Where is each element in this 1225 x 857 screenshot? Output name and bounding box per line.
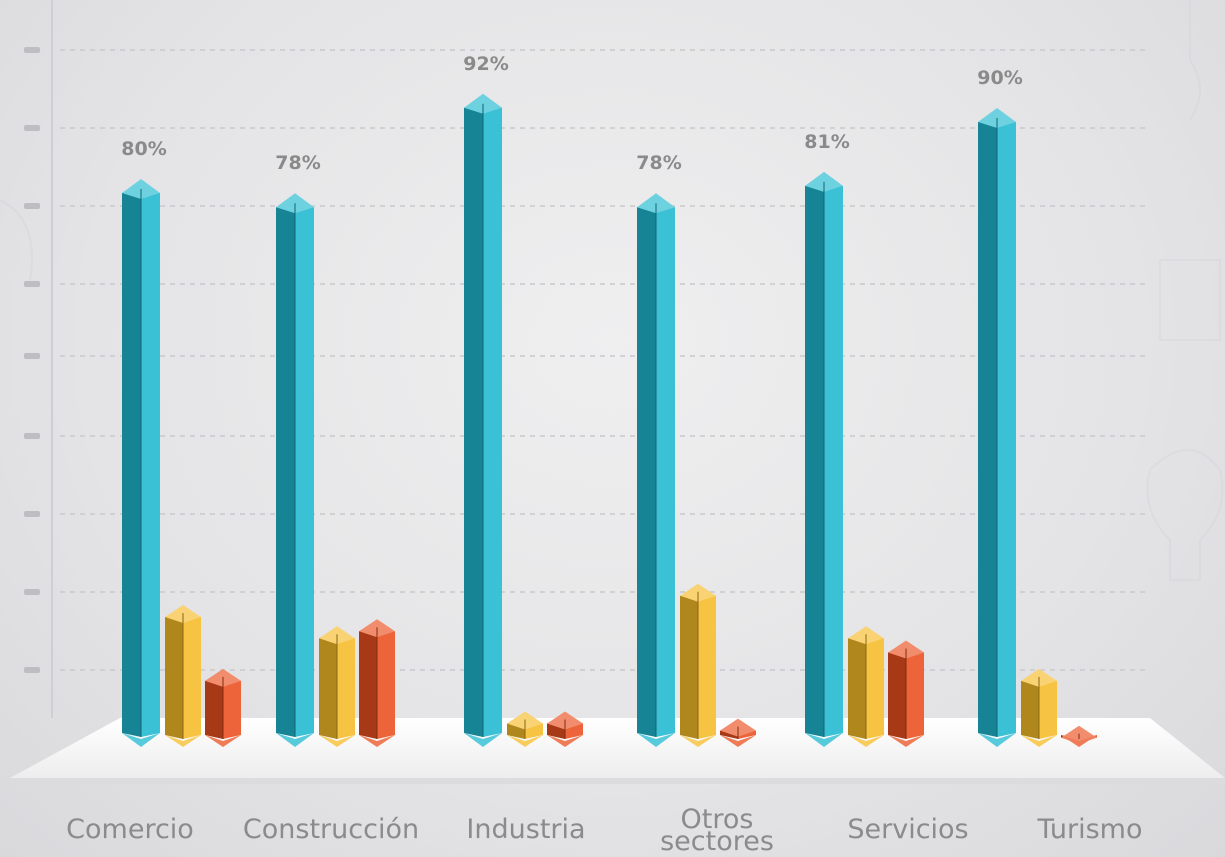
data-label: 90% bbox=[977, 67, 1022, 89]
bar-left-face bbox=[165, 613, 183, 739]
data-label: 80% bbox=[121, 138, 166, 160]
data-label: 92% bbox=[463, 53, 508, 75]
y-tick-mark bbox=[24, 281, 40, 287]
background-decoration bbox=[0, 0, 1224, 581]
bar-right-face bbox=[656, 203, 675, 737]
gridlines bbox=[24, 47, 1150, 673]
bar-left-face bbox=[805, 181, 824, 737]
bar-2 bbox=[1021, 668, 1057, 747]
data-label: 78% bbox=[275, 152, 320, 174]
bar-2 bbox=[680, 583, 716, 747]
bar-3 bbox=[547, 711, 583, 747]
bar-right-face bbox=[295, 203, 314, 737]
bar-right-face bbox=[377, 627, 395, 739]
category-label: Otros sectores bbox=[660, 804, 774, 857]
bar-left-face bbox=[1021, 676, 1039, 739]
category-label: Servicios bbox=[847, 814, 968, 845]
bar-3 bbox=[888, 640, 924, 747]
y-tick-mark bbox=[24, 125, 40, 131]
bar-right-face bbox=[483, 103, 502, 738]
bar-left-face bbox=[680, 591, 698, 739]
bar-2 bbox=[319, 626, 355, 747]
bar-bottom-cap bbox=[547, 735, 583, 747]
bar-left-face bbox=[637, 203, 656, 737]
bar-2 bbox=[507, 711, 543, 747]
bar-bottom-cap bbox=[848, 735, 884, 747]
bar-3 bbox=[205, 668, 241, 747]
bar-bottom-cap bbox=[888, 735, 924, 747]
bar-bottom-cap bbox=[1021, 735, 1057, 747]
y-tick-mark bbox=[24, 203, 40, 209]
bar-bottom-cap bbox=[205, 735, 241, 747]
bar-left-face bbox=[359, 627, 377, 739]
bar-3 bbox=[720, 718, 756, 747]
category-label: Comercio bbox=[66, 814, 194, 845]
bar-right-face bbox=[1039, 676, 1057, 739]
data-label: 81% bbox=[804, 131, 849, 153]
bar-bottom-cap bbox=[122, 733, 160, 747]
bar-1 bbox=[464, 93, 502, 747]
data-label: 78% bbox=[636, 152, 681, 174]
bar-1 bbox=[805, 171, 843, 747]
bar-right-face bbox=[866, 634, 884, 739]
bar-bottom-cap bbox=[805, 733, 843, 747]
bar-3 bbox=[359, 619, 395, 747]
bar-left-face bbox=[205, 676, 223, 739]
bar-left-face bbox=[978, 118, 997, 737]
bar-bottom-cap bbox=[637, 733, 675, 747]
category-labels: Comercio Construcción Industria Otros sector… bbox=[66, 804, 1142, 857]
y-tick-mark bbox=[24, 47, 40, 53]
bar-bottom-cap bbox=[165, 735, 201, 747]
y-tick-mark bbox=[24, 589, 40, 595]
bar-bottom-cap bbox=[720, 735, 756, 747]
bar-3 bbox=[1061, 725, 1097, 747]
bar-right-face bbox=[141, 189, 160, 737]
y-tick-mark bbox=[24, 433, 40, 439]
bar-right-face bbox=[698, 591, 716, 739]
data-labels: 80% 78% 92% 78% 81% 90% bbox=[121, 53, 1022, 174]
bar-right-face bbox=[183, 613, 201, 739]
y-tick-mark bbox=[24, 511, 40, 517]
bar-bottom-cap bbox=[1061, 735, 1097, 747]
bar-left-face bbox=[464, 103, 483, 738]
bar-2 bbox=[165, 605, 201, 747]
bar-left-face bbox=[848, 634, 866, 739]
category-label: Turismo bbox=[1037, 814, 1143, 845]
bar-right-face bbox=[906, 648, 924, 739]
category-label: Industria bbox=[466, 814, 585, 845]
bar-1 bbox=[122, 179, 160, 747]
bar-right-face bbox=[223, 676, 241, 739]
bar-left-face bbox=[276, 203, 295, 737]
bar-1 bbox=[978, 108, 1016, 747]
bar-bottom-cap bbox=[507, 735, 543, 747]
bar-1 bbox=[637, 193, 675, 747]
bar-left-face bbox=[122, 189, 141, 737]
bar-1 bbox=[276, 193, 314, 747]
bars bbox=[122, 93, 1097, 747]
y-tick-mark bbox=[24, 667, 40, 673]
bar-left-face bbox=[319, 634, 337, 739]
bar-right-face bbox=[337, 634, 355, 739]
bar-bottom-cap bbox=[319, 735, 355, 747]
bar-right-face bbox=[997, 118, 1016, 737]
category-label: Construcción bbox=[243, 814, 419, 845]
bar-bottom-cap bbox=[359, 735, 395, 747]
bar-bottom-cap bbox=[680, 735, 716, 747]
bar-bottom-cap bbox=[464, 733, 502, 747]
chart-floor-edge bbox=[10, 778, 1225, 784]
bar-bottom-cap bbox=[978, 733, 1016, 747]
bar-2 bbox=[848, 626, 884, 747]
bar-left-face bbox=[888, 648, 906, 739]
y-tick-mark bbox=[24, 353, 40, 359]
bar-right-face bbox=[824, 181, 843, 737]
bar-bottom-cap bbox=[276, 733, 314, 747]
